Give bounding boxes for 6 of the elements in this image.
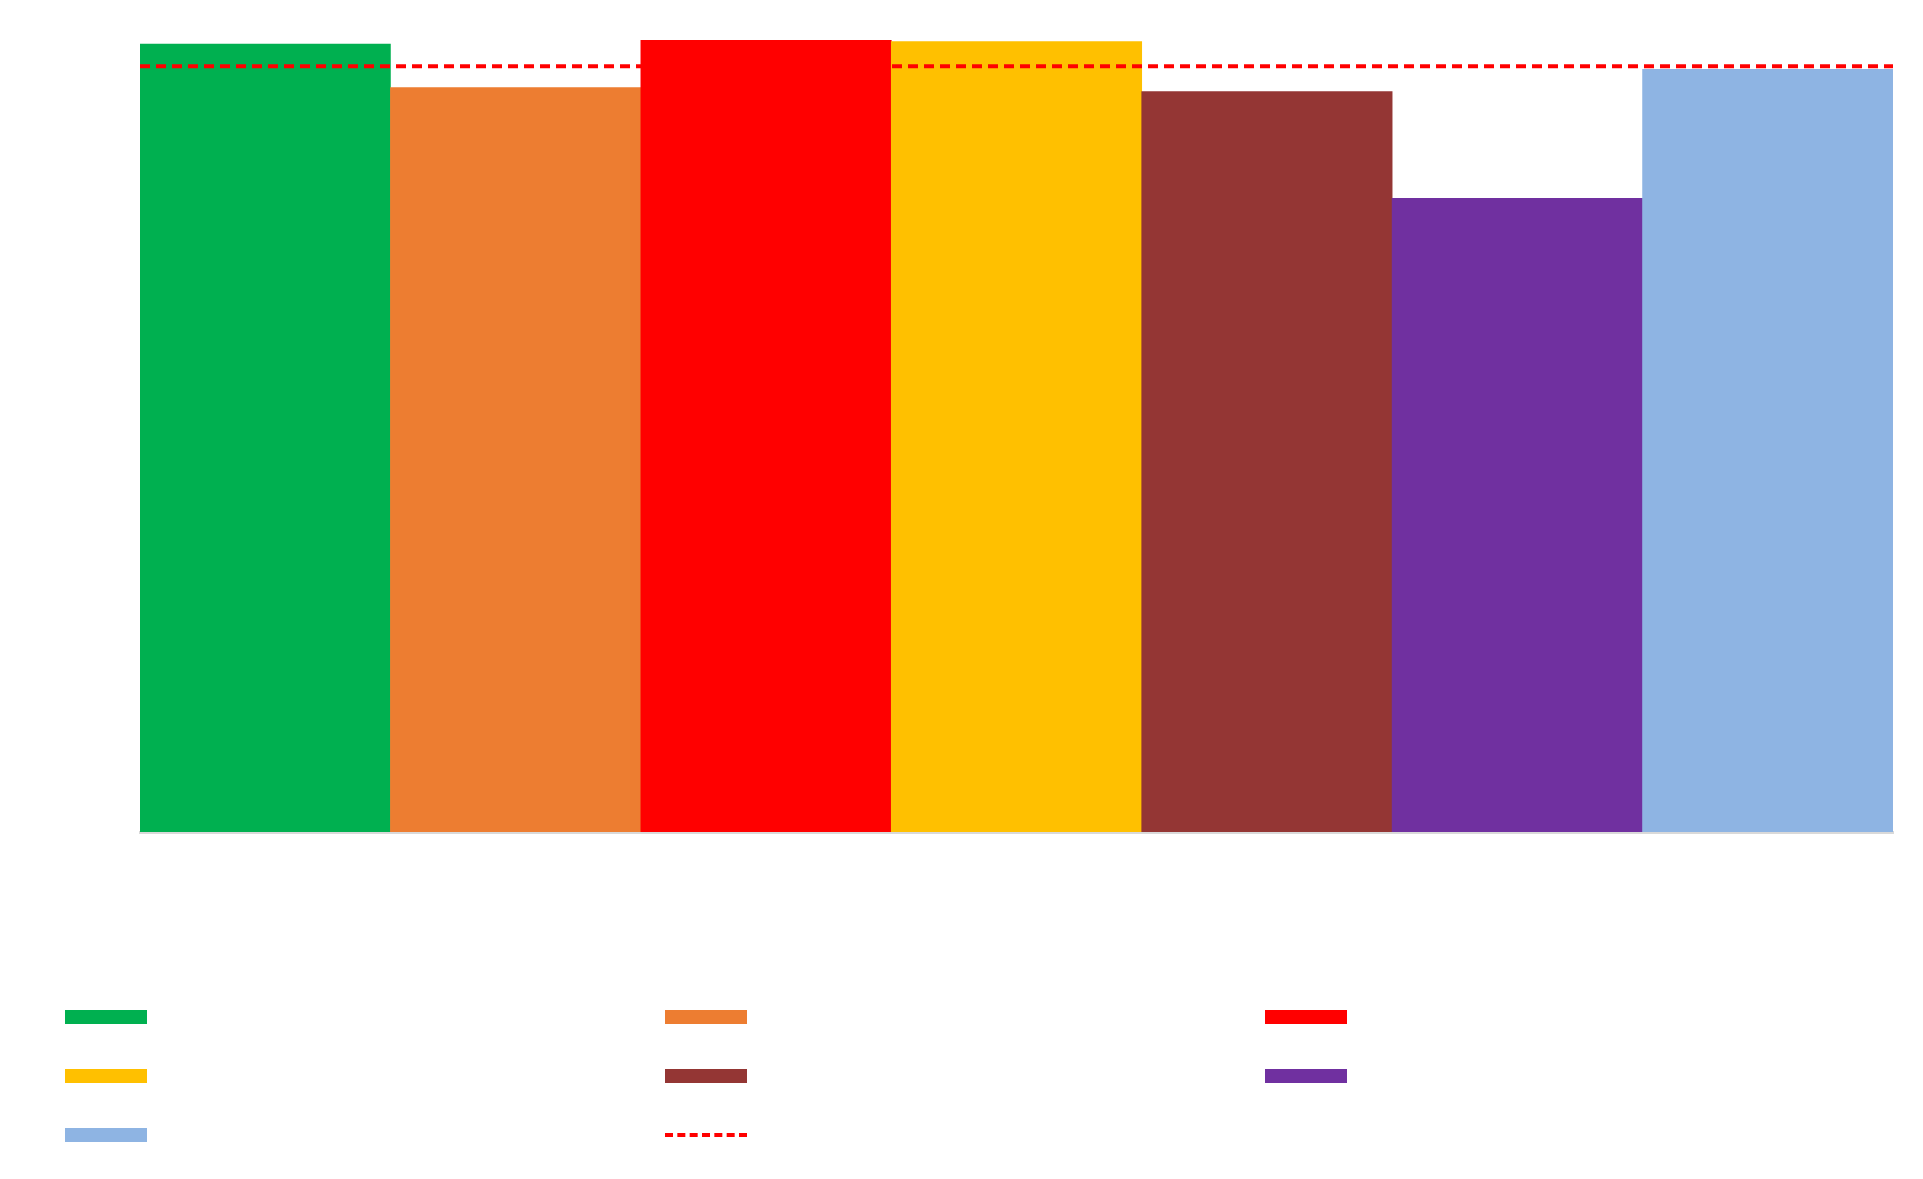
bar [1391,198,1643,832]
bar [390,87,642,832]
bar [1141,91,1393,832]
bar [890,41,1143,832]
bar [140,43,391,832]
bar [1642,68,1893,832]
